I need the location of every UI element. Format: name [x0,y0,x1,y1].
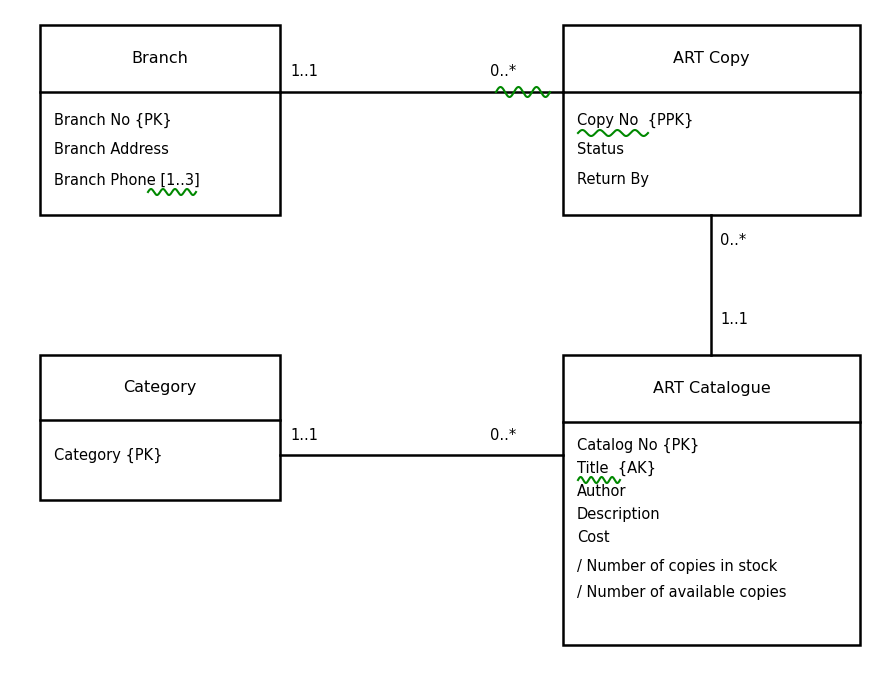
Text: Catalog No {PK}: Catalog No {PK} [577,437,699,453]
Text: Branch Phone [1..3]: Branch Phone [1..3] [54,173,199,188]
Text: ART Catalogue: ART Catalogue [653,381,770,396]
Text: Category: Category [123,380,197,395]
Text: / Number of available copies: / Number of available copies [577,585,787,599]
Bar [563,25,860,215]
Text: Status: Status [577,142,624,157]
Text: Return By: Return By [577,173,649,188]
Text: / Number of copies in stock: / Number of copies in stock [577,560,777,574]
Text: Description: Description [577,506,661,522]
Bar [563,355,860,645]
Bar [40,355,280,500]
Bar [40,25,280,215]
Text: Branch Address: Branch Address [54,142,168,157]
Text: 0..*: 0..* [490,65,516,80]
Text: Title  {AK}: Title {AK} [577,460,656,476]
Text: Branch: Branch [131,51,189,66]
Text: 1..1: 1..1 [720,313,748,327]
Text: ART Copy: ART Copy [673,51,750,66]
Text: Copy No  {PPK}: Copy No {PPK} [577,113,693,128]
Text: 1..1: 1..1 [290,65,318,80]
Text: 1..1: 1..1 [290,427,318,443]
Text: Category {PK}: Category {PK} [54,448,162,462]
Text: Branch No {PK}: Branch No {PK} [54,113,172,128]
Text: 0..*: 0..* [490,427,516,443]
Text: 0..*: 0..* [720,232,746,248]
Text: Cost: Cost [577,529,609,545]
Text: Author: Author [577,483,626,499]
